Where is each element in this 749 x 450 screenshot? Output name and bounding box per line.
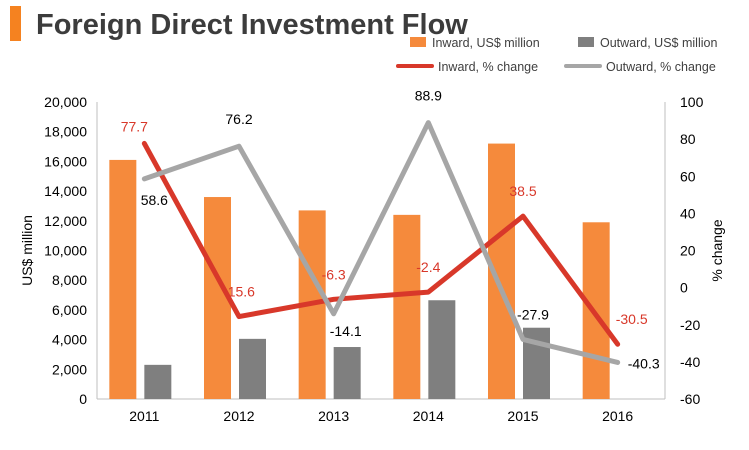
outward-bar [239, 338, 266, 399]
right-tick-label: -40 [680, 354, 700, 370]
outward-change-label: 58.6 [141, 192, 168, 208]
left-tick-label: 4,000 [52, 332, 87, 348]
outward-change-label: -40.3 [628, 355, 660, 371]
legend-outward-bar-label: Outward, US$ million [600, 36, 717, 50]
inward-change-label: 38.5 [509, 183, 536, 199]
y2-axis-title: % change [709, 219, 725, 281]
left-tick-label: 20,000 [44, 94, 87, 110]
inward-bar [393, 214, 421, 399]
inward-change-label: -2.4 [416, 259, 440, 275]
left-tick-label: 0 [79, 391, 87, 407]
x-tick-label: 2012 [223, 408, 254, 424]
legend-inward-bar-swatch [410, 37, 426, 47]
right-tick-label: 100 [680, 94, 704, 110]
outward-bar [333, 347, 361, 399]
right-tick-label: 40 [680, 205, 696, 221]
right-tick-label: 60 [680, 168, 696, 184]
inward-change-label: -15.6 [223, 284, 255, 300]
x-tick-label: 2013 [318, 408, 349, 424]
right-tick-label: 80 [680, 131, 696, 147]
outward-change-label: -27.9 [517, 306, 549, 322]
outward-bar [144, 364, 172, 399]
legend-outward-line-label: Outward, % change [606, 60, 716, 74]
inward-change-label: 77.7 [121, 118, 148, 134]
right-tick-label: -60 [680, 391, 700, 407]
left-tick-label: 8,000 [52, 272, 87, 288]
inward-change-label: -30.5 [616, 311, 648, 327]
y-axis-title: US$ million [19, 215, 35, 286]
left-tick-label: 10,000 [44, 243, 87, 259]
x-tick-label: 2014 [413, 408, 444, 424]
outward-bar [428, 300, 456, 399]
left-tick-label: 14,000 [44, 183, 87, 199]
left-tick-label: 18,000 [44, 124, 87, 140]
legend-inward-line-label: Inward, % change [438, 60, 538, 74]
outward-change-label: 76.2 [225, 111, 252, 127]
right-tick-label: 0 [680, 280, 688, 296]
inward-bar [582, 222, 610, 399]
right-tick-label: -20 [680, 317, 700, 333]
x-tick-label: 2016 [602, 408, 633, 424]
left-tick-label: 16,000 [44, 153, 87, 169]
title-accent-bar [10, 6, 21, 41]
right-tick-label: 20 [680, 243, 696, 259]
x-tick-label: 2015 [507, 408, 538, 424]
inward-change-line [141, 140, 621, 347]
left-tick-label: 2,000 [52, 361, 87, 377]
legend-outward-bar-swatch [578, 37, 594, 47]
inward-bar [109, 159, 137, 399]
legend-inward-bar-label: Inward, US$ million [432, 36, 540, 50]
outward-change-label: 88.9 [415, 88, 442, 104]
chart-title: Foreign Direct Investment Flow [36, 9, 468, 41]
x-tick-label: 2011 [129, 408, 159, 424]
inward-change-label: -6.3 [322, 266, 346, 282]
outward-change-line [141, 120, 621, 365]
left-tick-label: 6,000 [52, 302, 87, 318]
left-tick-label: 12,000 [44, 213, 87, 229]
outward-change-label: -14.1 [330, 323, 362, 339]
